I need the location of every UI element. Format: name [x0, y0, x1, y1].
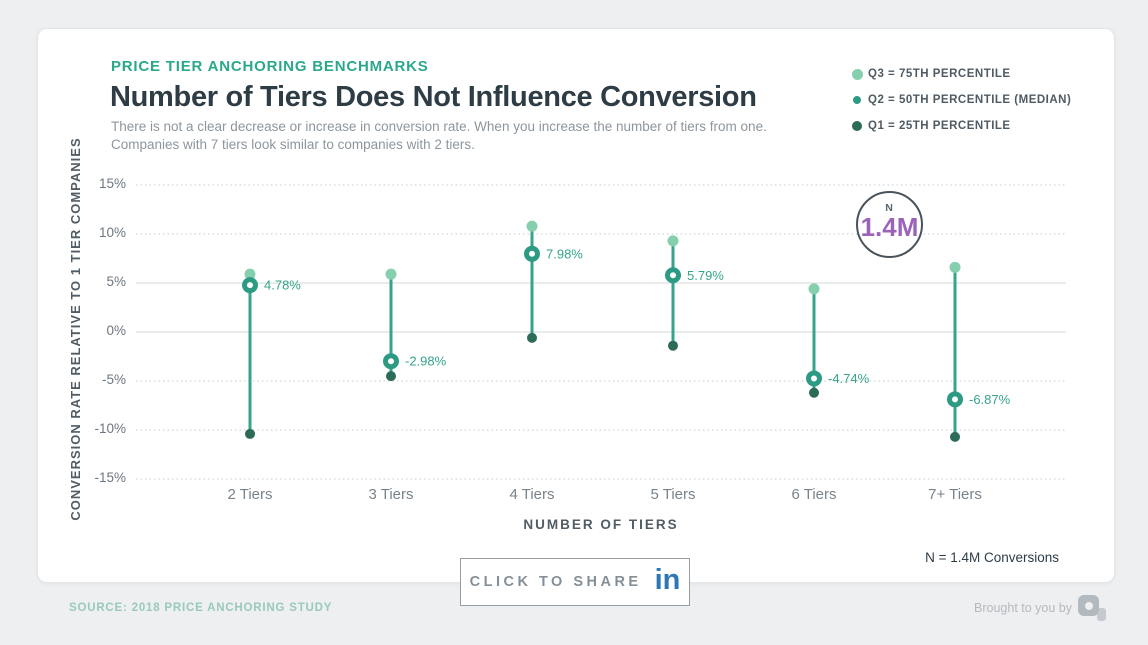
x-category-label: 4 Tiers	[509, 486, 555, 503]
q3-marker	[808, 283, 820, 295]
y-tick-label: 0%	[106, 323, 126, 338]
q2-value-label: 7.98%	[546, 246, 583, 261]
y-tick-label: -15%	[94, 470, 126, 485]
q2-value-label: 5.79%	[687, 268, 724, 283]
subtitle-line-2: Companies with 7 tiers look similar to c…	[111, 137, 475, 152]
q2-value-label: -4.74%	[828, 371, 870, 386]
legend-q2-marker-icon	[846, 96, 868, 104]
n-conversions-note: N = 1.4M Conversions	[925, 550, 1059, 565]
q1-marker	[950, 431, 960, 442]
x-axis-title: NUMBER OF TIERS	[523, 517, 679, 532]
kicker: PRICE TIER ANCHORING BENCHMARKS	[111, 58, 429, 75]
q1-marker	[668, 340, 678, 351]
x-category-label: 6 Tiers	[791, 486, 837, 503]
linkedin-icon: in	[654, 563, 681, 596]
chart-subtitle: There is not a clear decrease or increas…	[111, 118, 767, 154]
y-tick-label: 10%	[98, 225, 126, 240]
q2-marker	[383, 353, 399, 370]
share-button[interactable]: CLICK TO SHARE in	[460, 558, 690, 606]
legend-item-label: Q1 = 25TH PERCENTILE	[868, 120, 1011, 132]
q3-marker	[526, 220, 538, 232]
q2-marker	[947, 391, 963, 408]
n-badge: N 1.4M	[856, 191, 923, 258]
x-category-label: 7+ Tiers	[928, 486, 982, 503]
logo-hole-shape	[1084, 601, 1093, 610]
x-category-label: 3 Tiers	[368, 486, 414, 503]
q2-marker	[806, 370, 822, 387]
y-tick-label: -10%	[94, 421, 126, 436]
profitwell-logo-icon	[1078, 595, 1109, 622]
q2-value-label: -2.98%	[405, 354, 447, 369]
subtitle-line-1: There is not a clear decrease or increas…	[111, 119, 767, 134]
ring-icon	[853, 96, 861, 104]
y-tick-label: 5%	[106, 274, 126, 289]
legend-item-label: Q2 = 50TH PERCENTILE (MEDIAN)	[868, 94, 1072, 106]
q1-marker	[809, 387, 819, 398]
q1-marker	[245, 428, 255, 439]
legend-q1-marker-icon	[846, 121, 868, 131]
q2-marker	[665, 267, 681, 284]
logo-foot-shape	[1097, 608, 1106, 621]
y-tick-label: 15%	[98, 176, 126, 191]
legend-item: Q3 = 75TH PERCENTILE	[846, 61, 1071, 87]
q3-marker	[667, 235, 679, 247]
brought-to-you-by-label: Brought to you by	[974, 601, 1072, 615]
chart-card: PRICE TIER ANCHORING BENCHMARKS Number o…	[37, 28, 1115, 583]
source-note: SOURCE: 2018 PRICE ANCHORING STUDY	[69, 602, 333, 614]
dot-dark-icon	[852, 121, 862, 131]
q1-marker	[386, 371, 396, 382]
legend-item: Q2 = 50TH PERCENTILE (MEDIAN)	[846, 87, 1071, 113]
q2-value-label: 4.78%	[264, 278, 301, 293]
q2-value-label: -6.87%	[969, 392, 1011, 407]
q2-marker	[524, 245, 540, 262]
y-tick-label: -5%	[101, 372, 126, 387]
dumbbell-chart-plot: 4.78% -2.98% 7.98% 5.79% -4.74% -6.87%	[136, 184, 1066, 480]
chart-title: Number of Tiers Does Not Influence Conve…	[110, 81, 757, 113]
x-category-label: 5 Tiers	[650, 486, 696, 503]
dot-light-icon	[851, 68, 863, 80]
legend: Q3 = 75TH PERCENTILE Q2 = 50TH PERCENTILE…	[846, 61, 1071, 139]
legend-item: Q1 = 25TH PERCENTILE	[846, 113, 1071, 139]
x-category-label: 2 Tiers	[227, 486, 273, 503]
share-button-label: CLICK TO SHARE	[469, 574, 642, 590]
q3-marker	[385, 268, 397, 280]
q3-marker	[949, 261, 961, 273]
n-badge-label: N	[885, 202, 894, 214]
q2-marker	[242, 277, 258, 294]
n-badge-value: 1.4M	[860, 212, 919, 242]
legend-q3-marker-icon	[846, 68, 868, 80]
q3-marker	[244, 268, 256, 280]
legend-item-label: Q3 = 75TH PERCENTILE	[868, 68, 1011, 80]
q1-marker	[527, 332, 537, 343]
